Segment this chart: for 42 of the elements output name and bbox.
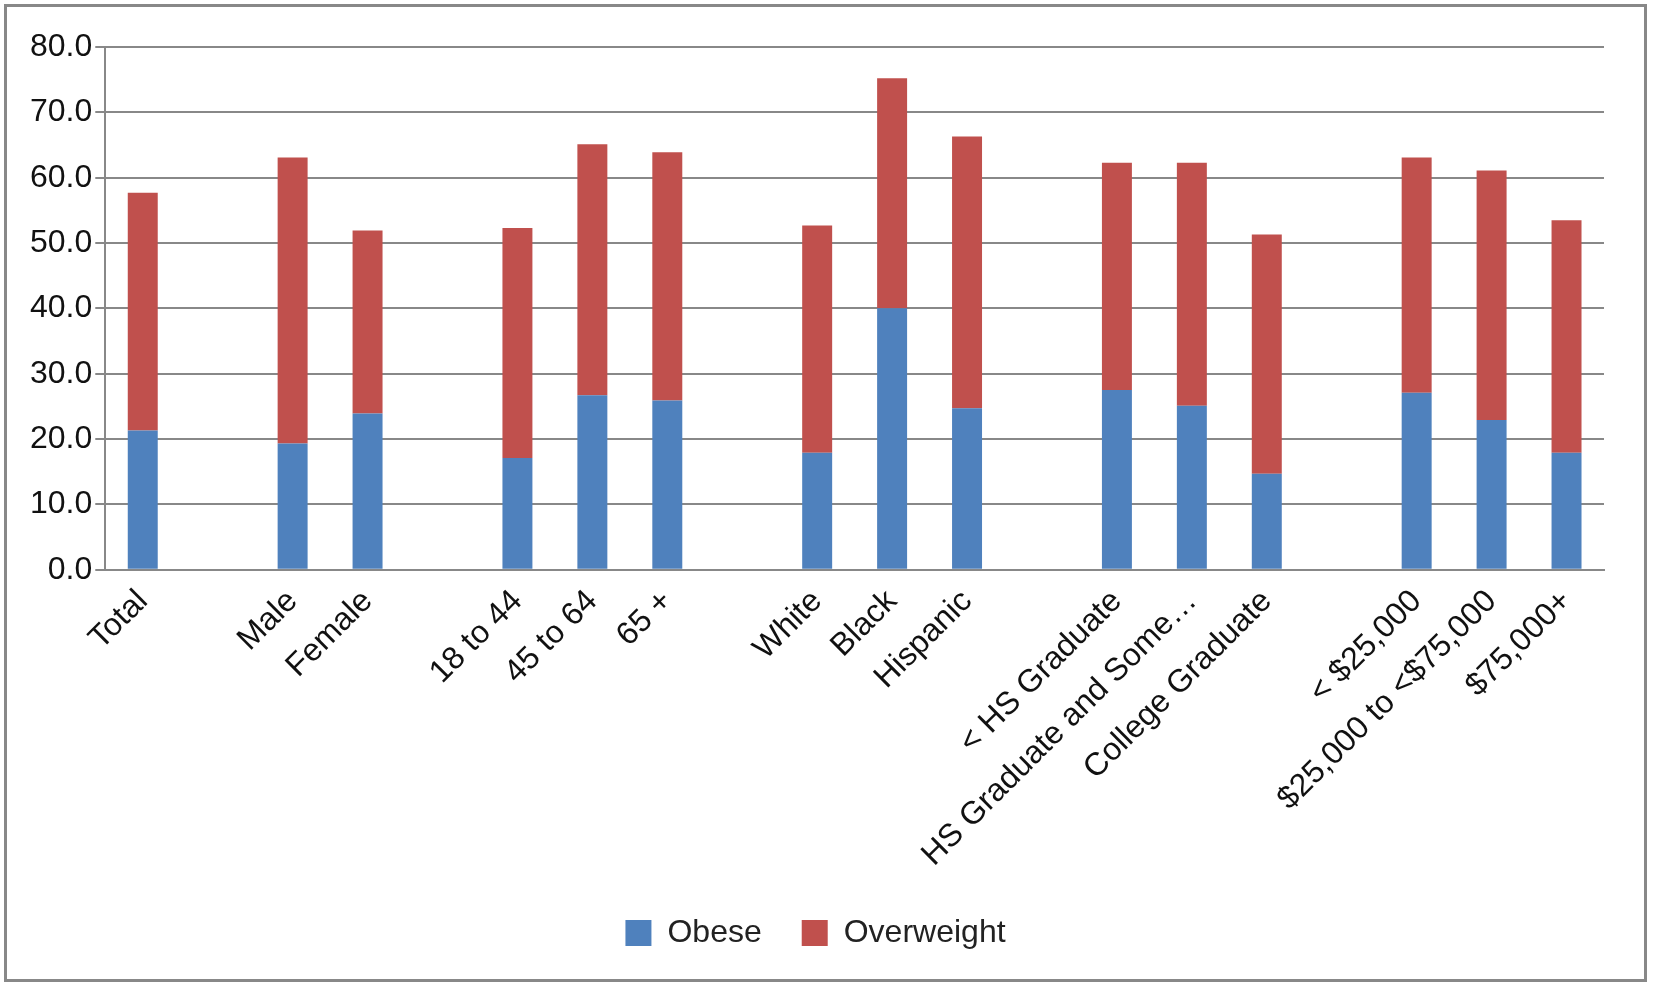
y-tick-label: 0.0 [47,549,93,586]
bar [652,152,683,401]
bar [1401,157,1432,393]
bar [502,457,533,569]
bar [877,308,908,569]
bar [1551,452,1582,569]
bar [1101,390,1132,569]
bar [1551,220,1582,453]
bar [1176,405,1207,569]
bar [1176,162,1207,406]
y-tick-label: 10.0 [30,484,93,521]
bar [502,227,533,458]
bar [127,192,158,431]
bar [577,144,608,396]
bar [1476,170,1507,421]
bar [127,430,158,569]
bar [802,452,833,569]
bar [352,230,383,414]
legend-label: Obese [667,912,762,949]
bar [277,157,308,444]
y-tick-label: 20.0 [30,418,93,455]
bar [1401,392,1432,569]
y-tick-label: 70.0 [30,92,93,129]
bar [1251,234,1282,474]
bar [652,400,683,569]
bar [877,78,908,309]
x-tick-label: 65 + [608,582,679,653]
bar [952,408,983,569]
bar [577,395,608,569]
y-tick-label: 50.0 [30,222,93,259]
bar [1476,420,1507,569]
y-tick-label: 40.0 [30,288,93,325]
bar [1251,473,1282,569]
legend-label: Overweight [843,912,1006,949]
bar [1101,162,1132,391]
bar [352,413,383,569]
bar [277,443,308,569]
y-tick-label: 30.0 [30,353,93,390]
bar [952,136,983,409]
bar [802,225,833,453]
y-tick-label: 80.0 [30,26,93,63]
y-tick-label: 60.0 [30,157,93,194]
